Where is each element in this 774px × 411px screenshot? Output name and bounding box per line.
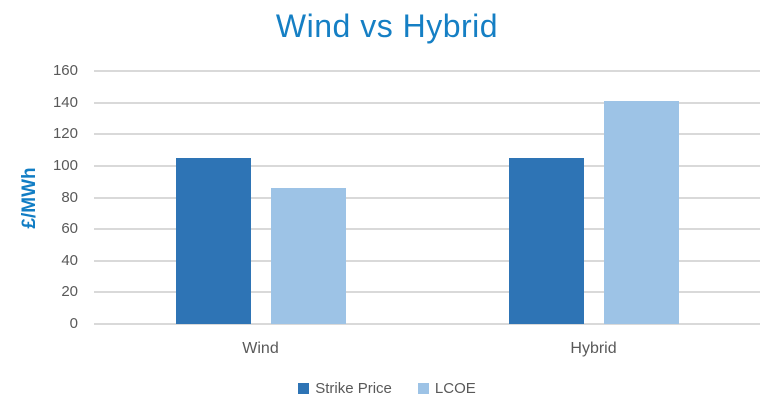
bar-hybrid-lcoe	[603, 101, 679, 324]
legend: Strike Price LCOE	[0, 380, 774, 397]
legend-item: LCOE	[417, 380, 476, 397]
y-tick-label: 40	[61, 251, 78, 269]
gridline	[94, 196, 760, 199]
y-tick-label: 160	[52, 62, 78, 79]
y-tick-label: 100	[52, 156, 78, 174]
bar-wind-lcoe	[270, 188, 346, 324]
y-tick-label: 120	[52, 125, 78, 143]
legend-item: Strike Price	[298, 380, 392, 397]
gridline	[94, 291, 760, 294]
gridline	[94, 164, 760, 167]
legend-label: Strike Price	[315, 380, 392, 397]
gridline	[94, 259, 760, 262]
y-tick-label: 60	[61, 220, 78, 238]
gridline	[94, 101, 760, 104]
y-tick-label: 80	[61, 188, 78, 206]
x-category-label: Wind	[242, 340, 279, 357]
y-tick-label: 140	[52, 93, 78, 111]
chart-title: Wind vs Hybrid	[275, 8, 499, 44]
gridline	[94, 323, 760, 325]
legend-swatch-icon	[298, 383, 310, 394]
plot-area	[94, 70, 760, 325]
legend-swatch-icon	[417, 383, 429, 394]
gridline	[94, 133, 760, 136]
y-tick-label: 20	[61, 283, 78, 301]
gridline	[94, 228, 760, 231]
gridline	[94, 70, 760, 72]
legend-label: LCOE	[434, 380, 476, 397]
bar-wind-strike-price	[175, 157, 251, 324]
bar-hybrid-strike-price	[508, 157, 584, 324]
y-tick-label: 0	[69, 315, 78, 332]
x-category-label: Hybrid	[570, 340, 617, 357]
